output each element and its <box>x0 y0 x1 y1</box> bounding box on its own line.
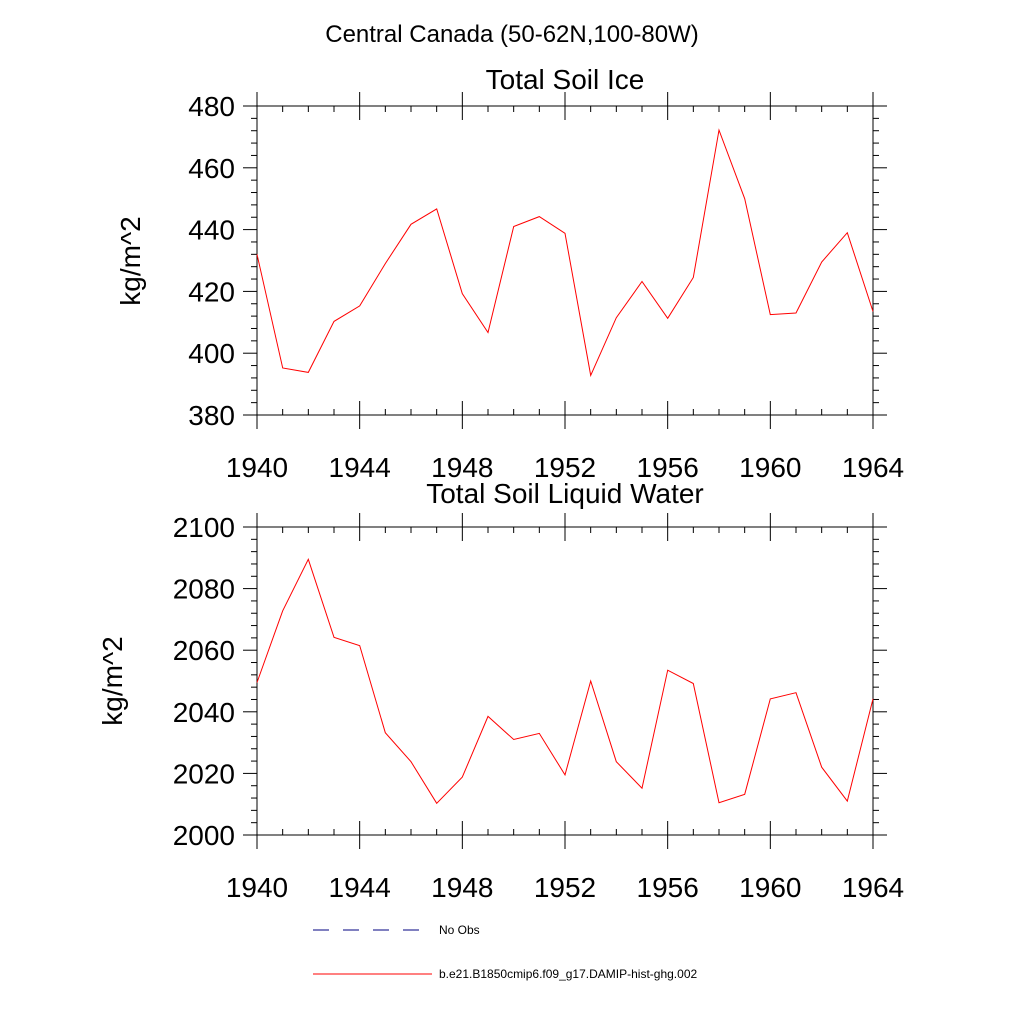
plot-frame <box>256 105 874 416</box>
y-tick-label: 2020 <box>173 758 235 789</box>
y-tick-label: 480 <box>188 91 235 122</box>
panel-title: Total Soil Ice <box>486 64 645 95</box>
legend-label-model: b.e21.B1850cmip6.f09_g17.DAMIP-hist-ghg.… <box>439 967 697 981</box>
x-tick-label: 1944 <box>329 452 391 483</box>
y-axis-label: kg/m^2 <box>115 216 146 305</box>
legend-label-no-obs: No Obs <box>439 923 480 937</box>
y-tick-label: 420 <box>188 276 235 307</box>
panel-top: Total Soil Ice kg/m^2 <box>115 64 644 306</box>
figure-suptitle: Central Canada (50-62N,100-80W) <box>325 21 699 48</box>
y-tick-label: 2040 <box>173 697 235 728</box>
y-tick-label: 400 <box>188 338 235 369</box>
y-tick-label: 2000 <box>173 820 235 851</box>
x-tick-label: 1940 <box>226 452 288 483</box>
x-tick-label: 1940 <box>226 872 288 903</box>
x-tick-label: 1960 <box>739 872 801 903</box>
x-tick-label: 1964 <box>842 452 904 483</box>
plot-area-soil-liquid-water: 1940 1944 1948 1952 1956 1960 1964 2000 2020 2040… <box>173 512 904 903</box>
x-tick-label: 1964 <box>842 872 904 903</box>
x-tick-label: 1948 <box>431 872 493 903</box>
plot-area-soil-ice: 1940 1944 1948 1952 1956 1960 1964 380 400 420 440… <box>188 91 904 483</box>
y-tick-label: 2060 <box>173 635 235 666</box>
panel-title: Total Soil Liquid Water <box>426 478 704 509</box>
y-tick-label: 2100 <box>173 512 235 543</box>
legend: No Obs b.e21.B1850cmip6.f09_g17.DAMIP-hi… <box>313 923 697 981</box>
y-tick-label: 2080 <box>173 574 235 605</box>
series-line <box>256 557 874 805</box>
series-line <box>256 128 874 378</box>
x-tick-label: 1948 <box>431 452 493 483</box>
x-tick-label: 1956 <box>637 452 699 483</box>
x-tick-label: 1952 <box>534 872 596 903</box>
x-tick-label: 1960 <box>739 452 801 483</box>
y-tick-label: 380 <box>188 400 235 431</box>
panel-bottom: Total Soil Liquid Water kg/m^2 <box>97 478 704 726</box>
y-tick-label: 460 <box>188 153 235 184</box>
x-tick-label: 1956 <box>637 872 699 903</box>
x-tick-label: 1944 <box>329 872 391 903</box>
y-axis-label: kg/m^2 <box>97 636 128 725</box>
x-tick-label: 1952 <box>534 452 596 483</box>
plot-frame <box>256 526 874 836</box>
y-tick-label: 440 <box>188 215 235 246</box>
